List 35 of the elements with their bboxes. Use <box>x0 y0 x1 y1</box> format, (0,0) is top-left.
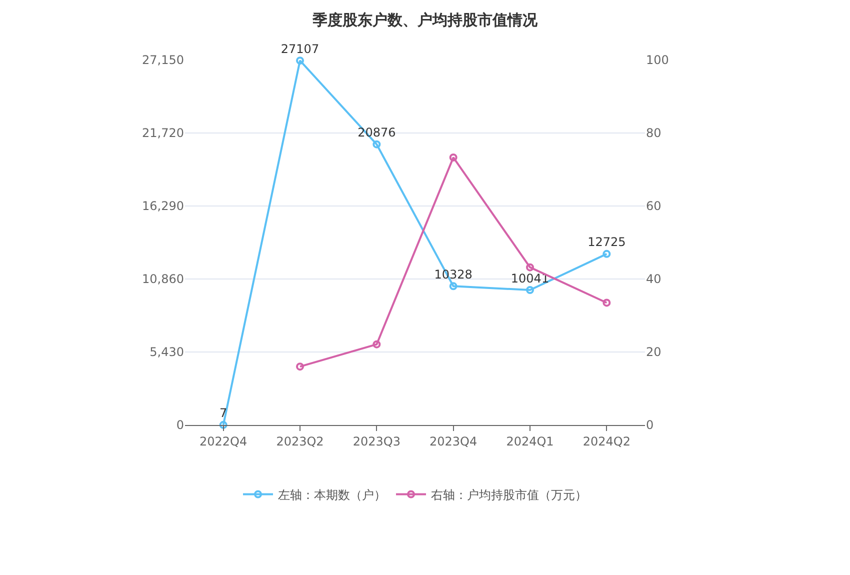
y2-tick-label: 40 <box>646 272 662 286</box>
y-tick-label: 16,290 <box>142 199 184 214</box>
y2-tick-label: 0 <box>646 418 654 432</box>
point <box>602 298 611 307</box>
point <box>219 420 228 429</box>
y2-tick-label: 100 <box>646 53 669 68</box>
point <box>372 140 381 148</box>
x-tick-label: 2022Q4 <box>200 434 248 448</box>
y-tick-label: 10,860 <box>142 272 184 286</box>
x-tick-label: 2023Q2 <box>276 434 324 448</box>
x-tick-label: 2023Q3 <box>352 434 400 448</box>
y2-tick-label: 20 <box>646 345 662 360</box>
y2-tick-label: 60 <box>646 199 662 214</box>
data-label: 12725 <box>588 235 626 250</box>
legend-label: 右轴：户均持股市值（万元） <box>431 488 587 502</box>
legend-label: 左轴：本期数（户） <box>278 488 386 502</box>
x-tick-label: 2023Q4 <box>430 434 478 448</box>
x-tick-label: 2024Q1 <box>506 434 554 448</box>
y-tick-label: 21,720 <box>142 126 184 140</box>
point <box>372 340 381 348</box>
data-label: 27107 <box>280 42 320 56</box>
data-label: 10041 <box>510 271 550 286</box>
point <box>449 282 458 290</box>
point <box>602 250 611 258</box>
y-tick-label: 0 <box>176 418 184 432</box>
y2-tick-label: 80 <box>646 126 662 140</box>
point <box>449 153 458 162</box>
chart-title: 季度股东户数、户均持股市值情况 <box>312 10 538 29</box>
x-tick-label: 2024Q2 <box>582 434 630 448</box>
point <box>526 263 534 272</box>
y-tick-label: 27,150 <box>142 53 184 68</box>
point <box>296 362 304 371</box>
point <box>296 56 304 65</box>
y-tick-label: 5,430 <box>150 345 184 360</box>
point <box>526 286 534 294</box>
